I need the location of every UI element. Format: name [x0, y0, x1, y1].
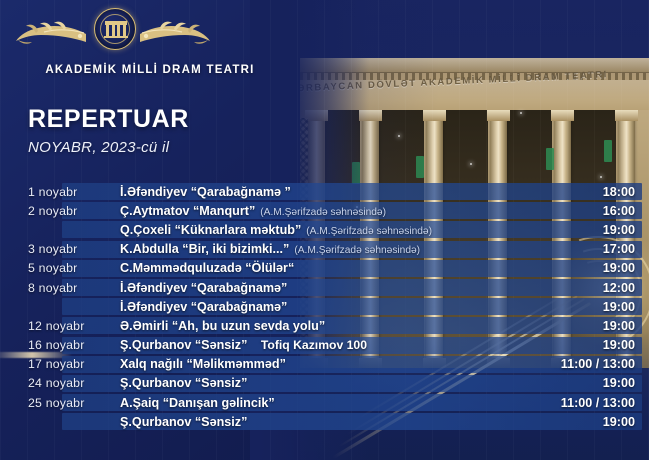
- row-time: 11:00 / 13:00: [560, 395, 635, 410]
- schedule-row[interactable]: 16 noyabr Ş.Qurbanov “Sənsiz” Tofiq Kazı…: [0, 336, 649, 355]
- row-date: 1 noyabr: [28, 184, 78, 199]
- row-date: 17 noyabr: [28, 357, 85, 372]
- row-show-title: İ.Əfəndiyev “Qarabağnamə ”: [120, 184, 291, 199]
- row-highlight-band: [62, 374, 642, 392]
- row-date: 8 noyabr: [28, 280, 78, 295]
- row-highlight-band: [62, 336, 642, 354]
- row-show: İ.Əfəndiyev “Qarabağnamə”: [120, 281, 603, 295]
- row-show-title: A.Şaiq “Danışan gəlincik”: [120, 395, 275, 410]
- row-highlight-band: [62, 240, 642, 258]
- row-show: İ.Əfəndiyev “Qarabağnamə ”: [120, 185, 603, 199]
- row-show: Ç.Aytmatov “Manqurt” (A.M.Şərifzadə səhnə…: [120, 204, 603, 218]
- row-time: 11:00 / 13:00: [560, 357, 635, 372]
- emblem-ring: [100, 14, 130, 44]
- row-time: 18:00: [602, 184, 635, 199]
- theatre-building-emblem-icon: [94, 8, 136, 50]
- repertoire-schedule: 1 noyabr İ.Əfəndiyev “Qarabağnamə ” 18:0…: [0, 182, 649, 431]
- row-show-title: Ə.Əmirli “Ah, bu uzun sevda yolu”: [120, 318, 326, 333]
- row-show: A.Şaiq “Danışan gəlincik”: [120, 396, 561, 410]
- row-date: 25 noyabr: [28, 395, 85, 410]
- row-date: 2 noyabr: [28, 203, 78, 218]
- row-highlight-band: [62, 355, 642, 373]
- row-show: Ş.Qurbanov “Sənsiz”: [120, 376, 603, 390]
- row-date: 12 noyabr: [28, 318, 85, 333]
- row-show: İ.Əfəndiyev “Qarabağnamə”: [120, 300, 603, 314]
- row-highlight-band: [62, 413, 642, 431]
- schedule-row[interactable]: Ş.Qurbanov “Sənsiz” 19:00: [0, 412, 649, 431]
- row-date: 16 noyabr: [28, 338, 85, 353]
- row-time: 19:00: [602, 222, 635, 237]
- row-highlight-band: [62, 317, 642, 335]
- row-time: 17:00: [602, 242, 635, 257]
- brand-name: AKADEMİK MİLLİ DRAM TEATRI: [45, 64, 255, 76]
- row-show-title: Xalq nağılı “Məlikməmməd”: [120, 357, 286, 372]
- row-show: C.Məmmədquluzadə “Ölülər“: [120, 261, 603, 275]
- row-show: Ə.Əmirli “Ah, bu uzun sevda yolu”: [120, 319, 603, 333]
- row-time: 19:00: [602, 414, 635, 429]
- schedule-row[interactable]: 12 noyabr Ə.Əmirli “Ah, bu uzun sevda yo…: [0, 316, 649, 335]
- schedule-row[interactable]: 5 noyabr C.Məmmədquluzadə “Ölülər“ 19:00: [0, 259, 649, 278]
- row-show-title: Ç.Aytmatov “Manqurt”: [120, 203, 256, 218]
- row-time: 19:00: [602, 299, 635, 314]
- schedule-row[interactable]: 17 noyabr Xalq nağılı “Məlikməmməd” 11:0…: [0, 355, 649, 374]
- row-show: Q.Çoxeli “Küknarlara məktub” (A.M.Şərifza…: [120, 223, 603, 237]
- page-subtitle: NOYABR, 2023-cü il: [28, 139, 170, 156]
- row-highlight-band: [62, 278, 642, 296]
- schedule-row[interactable]: 8 noyabr İ.Əfəndiyev “Qarabağnamə” 12:00: [0, 278, 649, 297]
- page-title: REPERTUAR: [28, 105, 189, 133]
- row-date: 3 noyabr: [28, 242, 78, 257]
- left-light-streak: [0, 352, 72, 358]
- row-highlight-band: [62, 298, 642, 316]
- schedule-row[interactable]: 1 noyabr İ.Əfəndiyev “Qarabağnamə ” 18:0…: [0, 182, 649, 201]
- poster-header: AKADEMİK MİLLİ DRAM TEATRI: [0, 0, 300, 76]
- row-time: 19:00: [602, 338, 635, 353]
- row-date: 5 noyabr: [28, 261, 78, 276]
- emblem-row: [0, 0, 300, 62]
- schedule-row[interactable]: 3 noyabr K.Abdulla “Bir, iki bizimki...”…: [0, 240, 649, 259]
- row-highlight-band: [62, 202, 642, 220]
- emblem-columns-glyph: [104, 21, 128, 38]
- row-show-title: Q.Çoxeli “Küknarlara məktub”: [120, 222, 302, 237]
- row-highlight-band: [62, 394, 642, 412]
- row-show-title: Ş.Qurbanov “Sənsiz”: [120, 376, 248, 391]
- row-time: 19:00: [602, 376, 635, 391]
- row-time: 16:00: [602, 203, 635, 218]
- laurel-flourish-mirror-icon: [138, 20, 212, 46]
- row-extra: Tofiq Kazımov 100: [260, 338, 367, 353]
- row-venue: (A.M.Şərifzadə səhnəsində): [260, 206, 386, 218]
- row-highlight-band: [62, 221, 642, 239]
- row-time: 19:00: [602, 318, 635, 333]
- schedule-row[interactable]: 2 noyabr Ç.Aytmatov “Manqurt” (A.M.Şərifz…: [0, 201, 649, 220]
- schedule-row[interactable]: İ.Əfəndiyev “Qarabağnamə” 19:00: [0, 297, 649, 316]
- title-block: REPERTUAR NOYABR, 2023-cü il: [28, 105, 189, 157]
- row-highlight-band: [62, 183, 642, 200]
- row-show: Xalq nağılı “Məlikməmməd”: [120, 357, 561, 371]
- row-show-title: İ.Əfəndiyev “Qarabağnamə”: [120, 280, 288, 295]
- row-show-title: İ.Əfəndiyev “Qarabağnamə”: [120, 299, 288, 314]
- laurel-flourish-icon: [14, 20, 88, 46]
- schedule-row[interactable]: Q.Çoxeli “Küknarlara məktub” (A.M.Şərifza…: [0, 220, 649, 239]
- row-show-title: Ş.Qurbanov “Sənsiz”: [120, 338, 248, 353]
- schedule-row[interactable]: 25 noyabr A.Şaiq “Danışan gəlincik” 11:0…: [0, 393, 649, 412]
- row-show: Ş.Qurbanov “Sənsiz” Tofiq Kazımov 100: [120, 338, 603, 352]
- row-venue: (A.M.Şərifzadə səhnəsində): [294, 245, 421, 257]
- row-time: 12:00: [602, 280, 635, 295]
- row-highlight-band: [62, 259, 642, 277]
- row-date: 24 noyabr: [28, 376, 85, 391]
- row-venue: (A.M.Şərifzadə səhnəsində): [306, 225, 432, 237]
- schedule-row[interactable]: 24 noyabr Ş.Qurbanov “Sənsiz” 19:00: [0, 374, 649, 393]
- row-show-title: C.Məmmədquluzadə “Ölülər“: [120, 261, 295, 276]
- row-show-title: Ş.Qurbanov “Sənsiz”: [120, 414, 248, 429]
- row-show: K.Abdulla “Bir, iki bizimki...” (A.M.Şəri…: [120, 242, 603, 256]
- row-time: 19:00: [602, 261, 635, 276]
- row-show: Ş.Qurbanov “Sənsiz”: [120, 415, 603, 429]
- row-show-title: K.Abdulla “Bir, iki bizimki...”: [120, 242, 290, 257]
